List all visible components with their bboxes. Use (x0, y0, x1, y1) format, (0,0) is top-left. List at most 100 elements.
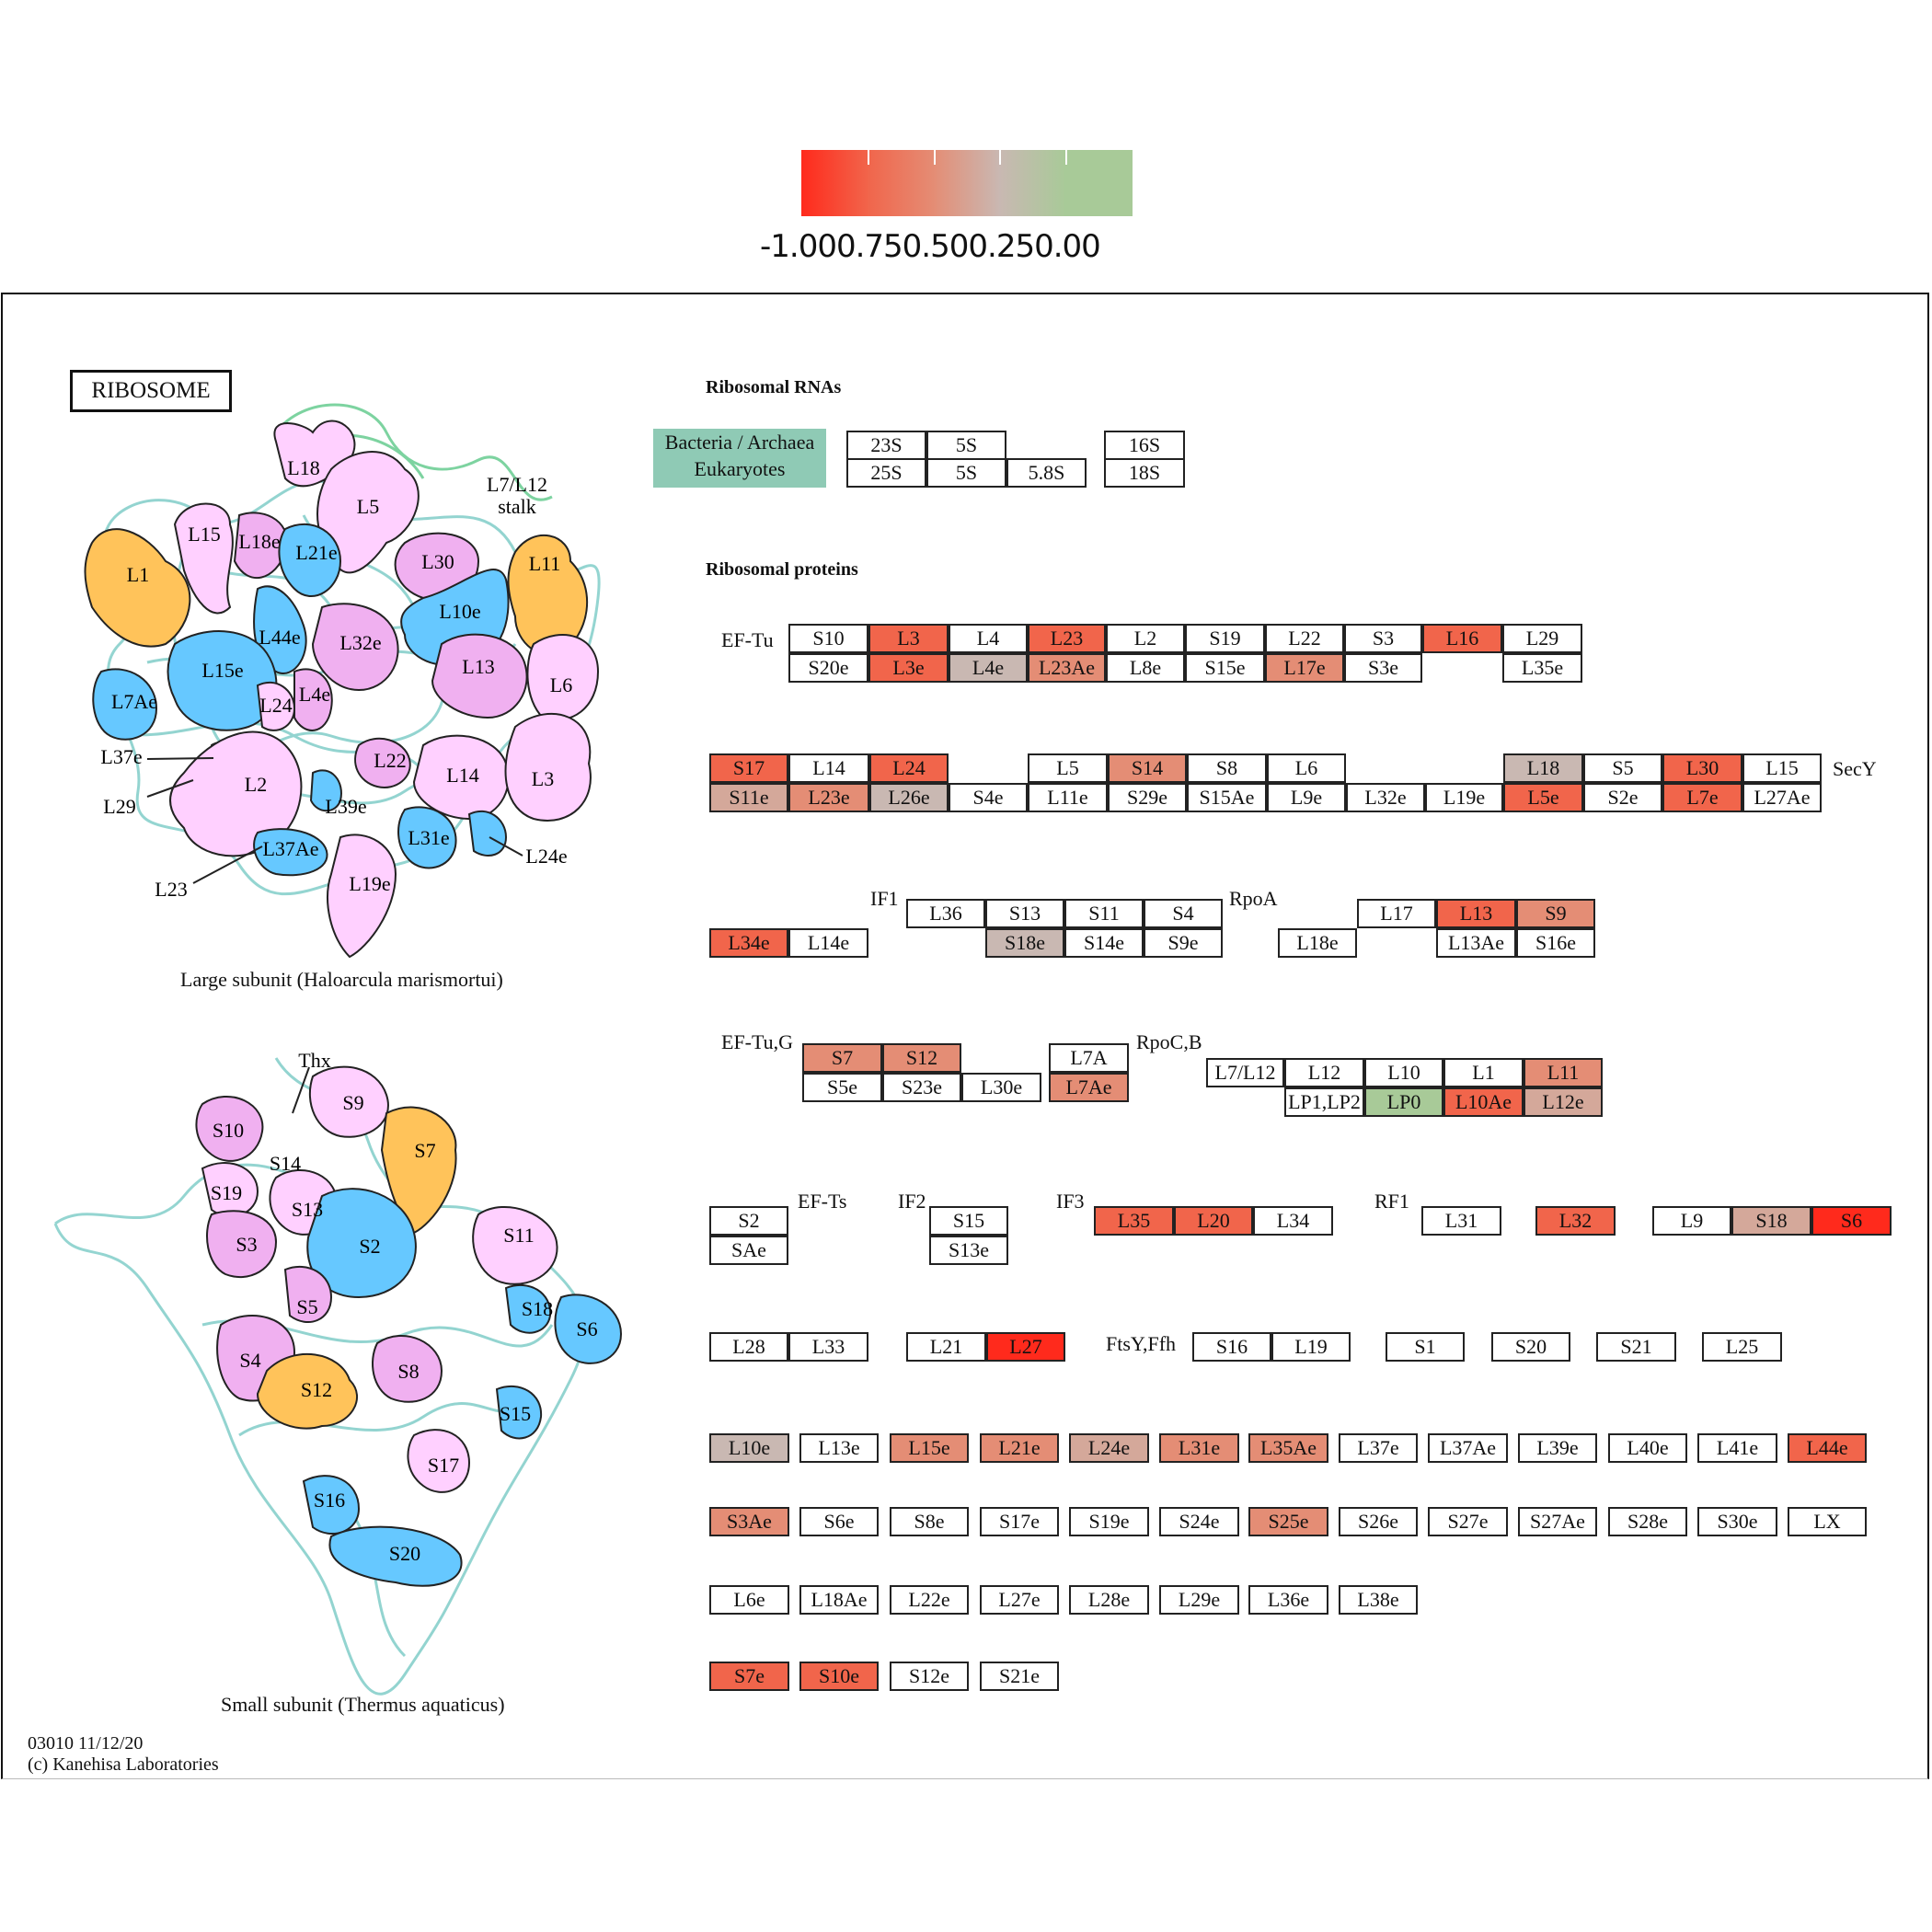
gene-box-l5[interactable]: L5 (1028, 753, 1108, 783)
gene-box-s10e[interactable]: S10e (799, 1662, 879, 1691)
gene-box-l12e[interactable]: L12e (1524, 1087, 1603, 1117)
gene-box-s15ae[interactable]: S15Ae (1187, 783, 1267, 812)
gene-box-l41e[interactable]: L41e (1697, 1433, 1777, 1463)
gene-box-s10[interactable]: S10 (788, 624, 868, 653)
gene-box-s11e[interactable]: S11e (709, 783, 788, 812)
gene-box-s9e[interactable]: S9e (1144, 928, 1223, 958)
gene-box-l20[interactable]: L20 (1174, 1206, 1253, 1236)
gene-box-l31e[interactable]: L31e (1159, 1433, 1239, 1463)
gene-box-s28e[interactable]: S28e (1608, 1507, 1687, 1536)
gene-box-s2[interactable]: S2 (709, 1206, 788, 1236)
rna-box-18s[interactable]: 18S (1104, 458, 1185, 488)
gene-box-s16e[interactable]: S16e (1516, 928, 1595, 958)
gene-box-s17e[interactable]: S17e (980, 1507, 1059, 1536)
gene-box-l28e[interactable]: L28e (1069, 1585, 1149, 1615)
gene-box-l40e[interactable]: L40e (1608, 1433, 1687, 1463)
gene-box-l30[interactable]: L30 (1662, 753, 1742, 783)
gene-box-l3e[interactable]: L3e (868, 653, 949, 683)
gene-box-s16[interactable]: S16 (1192, 1332, 1271, 1362)
gene-box-s15[interactable]: S15 (929, 1206, 1008, 1236)
gene-box-l23[interactable]: L23 (1028, 624, 1106, 653)
gene-box-s21[interactable]: S21 (1596, 1332, 1676, 1362)
gene-box-s23e[interactable]: S23e (882, 1073, 961, 1102)
gene-box-s18[interactable]: S18 (1731, 1206, 1811, 1236)
gene-box-l34[interactable]: L34 (1253, 1206, 1333, 1236)
gene-box-l16[interactable]: L16 (1422, 624, 1502, 653)
gene-box-s5[interactable]: S5 (1583, 753, 1662, 783)
gene-box-l3[interactable]: L3 (868, 624, 949, 653)
gene-box-l6[interactable]: L6 (1267, 753, 1346, 783)
gene-box-lp0[interactable]: LP0 (1364, 1087, 1443, 1117)
gene-box-s19[interactable]: S19 (1185, 624, 1265, 653)
gene-box-l29e[interactable]: L29e (1159, 1585, 1239, 1615)
gene-box-l21e[interactable]: L21e (980, 1433, 1059, 1463)
gene-box-l14[interactable]: L14 (788, 753, 869, 783)
gene-box-l15e[interactable]: L15e (890, 1433, 969, 1463)
gene-box-s3ae[interactable]: S3Ae (709, 1507, 789, 1536)
gene-box-l23ae[interactable]: L23Ae (1028, 653, 1106, 683)
gene-box-s17[interactable]: S17 (709, 753, 788, 783)
gene-box-l22e[interactable]: L22e (890, 1585, 969, 1615)
gene-box-l11e[interactable]: L11e (1028, 783, 1108, 812)
rna-box-25s[interactable]: 25S (846, 458, 926, 488)
gene-box-l32e[interactable]: L32e (1346, 783, 1425, 812)
gene-box-l9e[interactable]: L9e (1267, 783, 1346, 812)
gene-box-l23e[interactable]: L23e (788, 783, 869, 812)
gene-box-l10ae[interactable]: L10Ae (1443, 1087, 1524, 1117)
gene-box-l14e[interactable]: L14e (788, 928, 868, 958)
gene-box-l32[interactable]: L32 (1535, 1206, 1616, 1236)
gene-box-l4[interactable]: L4 (949, 624, 1028, 653)
gene-box-l37e[interactable]: L37e (1339, 1433, 1418, 1463)
gene-box-s15e[interactable]: S15e (1185, 653, 1265, 683)
gene-box-l29[interactable]: L29 (1502, 624, 1582, 653)
gene-box-l13e[interactable]: L13e (799, 1433, 879, 1463)
gene-box-s14[interactable]: S14 (1108, 753, 1187, 783)
gene-box-s13e[interactable]: S13e (929, 1236, 1008, 1265)
gene-box-s4e[interactable]: S4e (949, 783, 1028, 812)
gene-box-s12[interactable]: S12 (882, 1043, 961, 1073)
gene-box-s26e[interactable]: S26e (1339, 1507, 1418, 1536)
gene-box-l21[interactable]: L21 (906, 1332, 986, 1362)
gene-box-s11[interactable]: S11 (1064, 899, 1144, 928)
gene-box-s24e[interactable]: S24e (1159, 1507, 1239, 1536)
gene-box-s14e[interactable]: S14e (1064, 928, 1144, 958)
gene-box-l13[interactable]: L13 (1436, 899, 1516, 928)
gene-box-l10[interactable]: L10 (1364, 1058, 1443, 1087)
gene-box-s29e[interactable]: S29e (1108, 783, 1187, 812)
gene-box-lp1-lp2[interactable]: LP1,LP2 (1284, 1087, 1364, 1117)
gene-box-l17e[interactable]: L17e (1265, 653, 1344, 683)
rna-box-16s[interactable]: 16S (1104, 431, 1185, 460)
gene-box-lx[interactable]: LX (1788, 1507, 1867, 1536)
gene-box-l19[interactable]: L19 (1271, 1332, 1351, 1362)
gene-box-s6e[interactable]: S6e (799, 1507, 879, 1536)
gene-box-s30e[interactable]: S30e (1697, 1507, 1777, 1536)
gene-box-l22[interactable]: L22 (1265, 624, 1344, 653)
gene-box-l7a[interactable]: L7A (1049, 1043, 1129, 1073)
gene-box-s27ae[interactable]: S27Ae (1518, 1507, 1597, 1536)
gene-box-s20e[interactable]: S20e (788, 653, 868, 683)
gene-box-l10e[interactable]: L10e (709, 1433, 789, 1463)
gene-box-l18e[interactable]: L18e (1278, 928, 1357, 958)
gene-box-s20[interactable]: S20 (1491, 1332, 1570, 1362)
gene-box-l19e[interactable]: L19e (1425, 783, 1503, 812)
gene-box-s7e[interactable]: S7e (709, 1662, 789, 1691)
gene-box-s5e[interactable]: S5e (802, 1073, 882, 1102)
gene-box-l37ae[interactable]: L37Ae (1428, 1433, 1508, 1463)
gene-box-l18[interactable]: L18 (1503, 753, 1583, 783)
gene-box-s8e[interactable]: S8e (890, 1507, 969, 1536)
gene-box-s21e[interactable]: S21e (980, 1662, 1059, 1691)
gene-box-s1[interactable]: S1 (1386, 1332, 1465, 1362)
gene-box-l30e[interactable]: L30e (961, 1073, 1041, 1102)
gene-box-l35ae[interactable]: L35Ae (1248, 1433, 1328, 1463)
gene-box-s2e[interactable]: S2e (1583, 783, 1662, 812)
gene-box-l27[interactable]: L27 (986, 1332, 1065, 1362)
gene-box-s8[interactable]: S8 (1187, 753, 1267, 783)
gene-box-l27e[interactable]: L27e (980, 1585, 1059, 1615)
gene-box-s4[interactable]: S4 (1144, 899, 1223, 928)
gene-box-l11[interactable]: L11 (1524, 1058, 1603, 1087)
rna-box-5s[interactable]: 5S (926, 431, 1006, 460)
gene-box-l34e[interactable]: L34e (709, 928, 788, 958)
gene-box-l24[interactable]: L24 (869, 753, 949, 783)
gene-box-l12[interactable]: L12 (1284, 1058, 1364, 1087)
gene-box-l13ae[interactable]: L13Ae (1436, 928, 1516, 958)
